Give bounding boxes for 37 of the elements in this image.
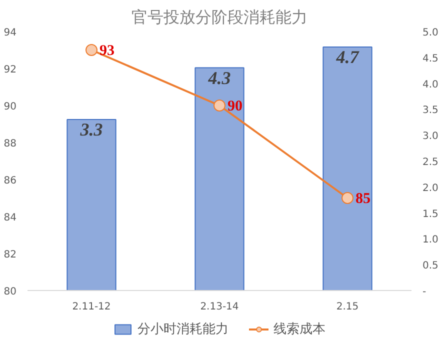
data-label: 4.3 [207,68,231,88]
y-tick-label: 94 [4,28,17,38]
bar [66,119,116,290]
legend-label: 线索成本 [274,320,326,338]
point [214,100,226,112]
data-label: 93 [100,43,114,59]
y2-tick-label: - [422,286,426,298]
data-label: 3.3 [79,120,103,140]
data-label: 4.7 [335,47,360,68]
x-tick-label: 2.13-14 [200,302,239,312]
point [86,44,98,56]
y2-tick-label: 4.5 [422,53,438,64]
bar [194,67,244,290]
y-tick-label: 86 [4,176,17,186]
chart-title: 官号投放分阶段消耗能力 [132,8,308,26]
y-tick-label: 90 [4,102,17,112]
y-tick-label: 82 [4,250,17,260]
y2-tick-label: 2.5 [422,157,438,168]
y2-tick-label: 3.0 [422,131,438,142]
x-tick-label: 2.15 [336,302,359,312]
x-tick-label: 2.11-12 [72,302,111,312]
legend-label: 分小时消耗能力 [138,320,228,338]
y2-tick-label: 2.0 [422,182,438,194]
y-tick-label: 88 [4,138,17,150]
y2-tick-label: 1.0 [422,234,438,246]
y2-tick-label: 5.0 [422,28,438,38]
y-tick-label: 80 [4,286,17,298]
y2-tick-label: 0.5 [422,260,438,272]
bar [322,46,372,290]
y2-tick-label: 3.5 [422,105,438,116]
y-tick-label: 92 [4,64,17,76]
y-tick-label: 84 [4,212,17,224]
data-label: 90 [228,98,242,114]
data-label: 85 [356,191,370,207]
point [342,192,354,204]
y2-tick-label: 1.5 [422,208,438,220]
y2-tick-label: 4.0 [422,79,438,90]
